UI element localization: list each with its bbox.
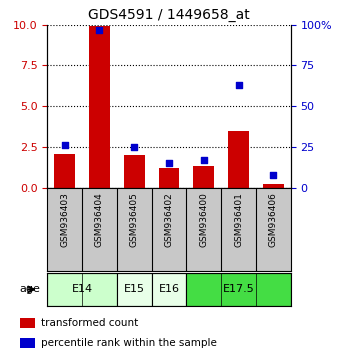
Text: E14: E14: [72, 284, 93, 295]
Bar: [124, 155, 145, 188]
Text: E17.5: E17.5: [223, 284, 255, 295]
Bar: [117, 273, 152, 306]
Text: E16: E16: [159, 284, 179, 295]
Text: GSM936406: GSM936406: [269, 192, 278, 247]
Point: [97, 27, 102, 33]
Bar: [186, 273, 291, 306]
Bar: [159, 168, 179, 188]
Point: [271, 172, 276, 177]
Text: GSM936405: GSM936405: [130, 192, 139, 247]
Bar: [47, 273, 117, 306]
Bar: [193, 166, 214, 188]
Bar: [89, 25, 110, 188]
Text: age: age: [20, 284, 41, 295]
Text: GSM936402: GSM936402: [165, 192, 173, 246]
Point: [131, 144, 137, 150]
Text: GSM936404: GSM936404: [95, 192, 104, 246]
Bar: [152, 273, 186, 306]
Text: transformed count: transformed count: [41, 318, 139, 328]
Bar: [263, 184, 284, 188]
Point: [62, 142, 67, 148]
Point: [201, 157, 207, 163]
Text: GSM936401: GSM936401: [234, 192, 243, 247]
Text: percentile rank within the sample: percentile rank within the sample: [41, 338, 217, 348]
Text: E15: E15: [124, 284, 145, 295]
Bar: [20, 318, 35, 328]
Bar: [54, 154, 75, 188]
Text: GSM936403: GSM936403: [60, 192, 69, 247]
Title: GDS4591 / 1449658_at: GDS4591 / 1449658_at: [88, 8, 250, 22]
Point: [166, 160, 172, 166]
Bar: [228, 131, 249, 188]
Bar: [20, 338, 35, 348]
Text: GSM936400: GSM936400: [199, 192, 208, 247]
Point: [236, 82, 241, 88]
